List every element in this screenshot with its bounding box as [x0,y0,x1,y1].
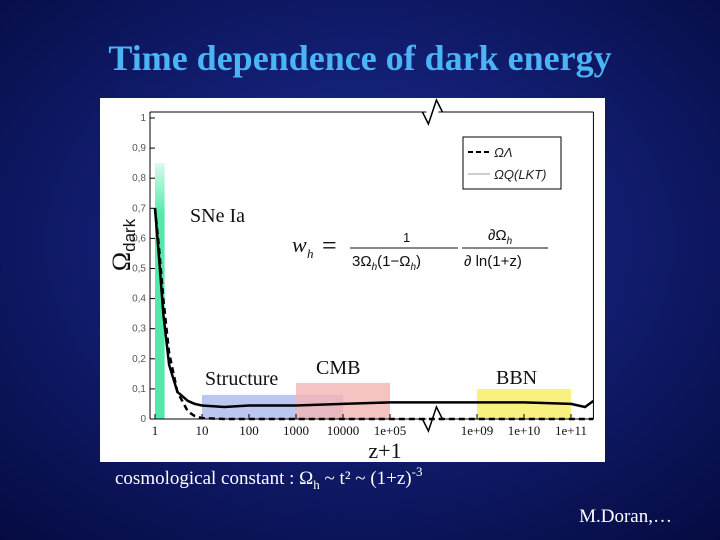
y-axis-sub: dark [120,218,139,252]
y-tick-label: 0,6 [132,233,146,244]
formula-part: h [307,246,314,261]
legend-label: ΩQ(LKT) [494,167,547,182]
slide-title: Time dependence of dark energy [108,38,611,78]
region-label: CMB [316,357,360,379]
axis-break [421,98,444,126]
formula-part: 3Ωh(1−Ωh) [352,253,421,273]
region [155,163,165,419]
formula-part: ∂ ln(1+z) [464,253,522,270]
region-label: Structure [205,368,278,390]
y-tick-label: 0,1 [132,384,146,395]
caption-sup: -3 [412,464,423,479]
formula-part: ) [416,253,421,270]
formula-part: 3Ω [352,253,372,270]
y-tick-label: 0,4 [132,294,146,305]
formula-part: w [292,232,307,257]
formula-part: h [507,236,513,247]
x-tick-label: 1e+09 [461,423,494,438]
caption: cosmological constant : Ωh ~ t² ~ (1+z)-… [115,464,422,492]
caption-sub: h [313,477,320,492]
x-tick-label: 1000 [283,423,309,438]
x-tick-label: 10 [196,423,209,438]
caption-text: cosmological constant : Ω [115,468,313,489]
formula-part: ∂Ωh [488,227,513,247]
x-tick-label: 1e+10 [508,423,541,438]
series-line [153,208,595,409]
formula-part: 1 [403,230,410,245]
legend-box [462,136,562,190]
region-label: SNe Ia [190,205,245,227]
legend-label: ΩΛ [494,145,513,160]
x-axis-label: z+1 [368,438,401,463]
y-tick-label: 0,5 [132,264,146,275]
formula-part: = [322,231,337,260]
formula-part: ∂Ω [488,227,507,244]
series-line [153,208,594,421]
x-tick-label: 1 [152,423,159,438]
x-tick-label: 1e+11 [555,423,587,438]
x-tick-label: 100 [239,423,259,438]
y-tick-label: 1 [140,113,146,124]
caption-middle: ~ t² ~ (1+z) [320,468,412,489]
y-axis-symbol: Ω [107,252,136,271]
y-tick-label: 0,3 [132,324,146,335]
y-tick-label: 0,7 [132,203,146,214]
region-label: BBN [496,367,537,389]
y-tick-label: 0,9 [132,143,146,154]
region [296,382,390,419]
y-tick-label: 0,2 [132,354,146,365]
x-tick-label: 10000 [327,423,360,438]
y-tick-label: 0,8 [132,173,146,184]
formula-part: h [372,262,378,273]
formula-part: (1−Ω [377,253,410,270]
credit: M.Doran,… [579,506,672,527]
formula-part: h [410,262,416,273]
y-axis-label: Ωdark [107,218,139,271]
y-tick-label: 0 [140,414,146,425]
chart: SNe Ia Structure CMB BBN 0 0,1 0,2 0,3 0,4 0,5 0,6… [107,98,595,463]
x-tick-label: 1e+05 [374,423,407,438]
